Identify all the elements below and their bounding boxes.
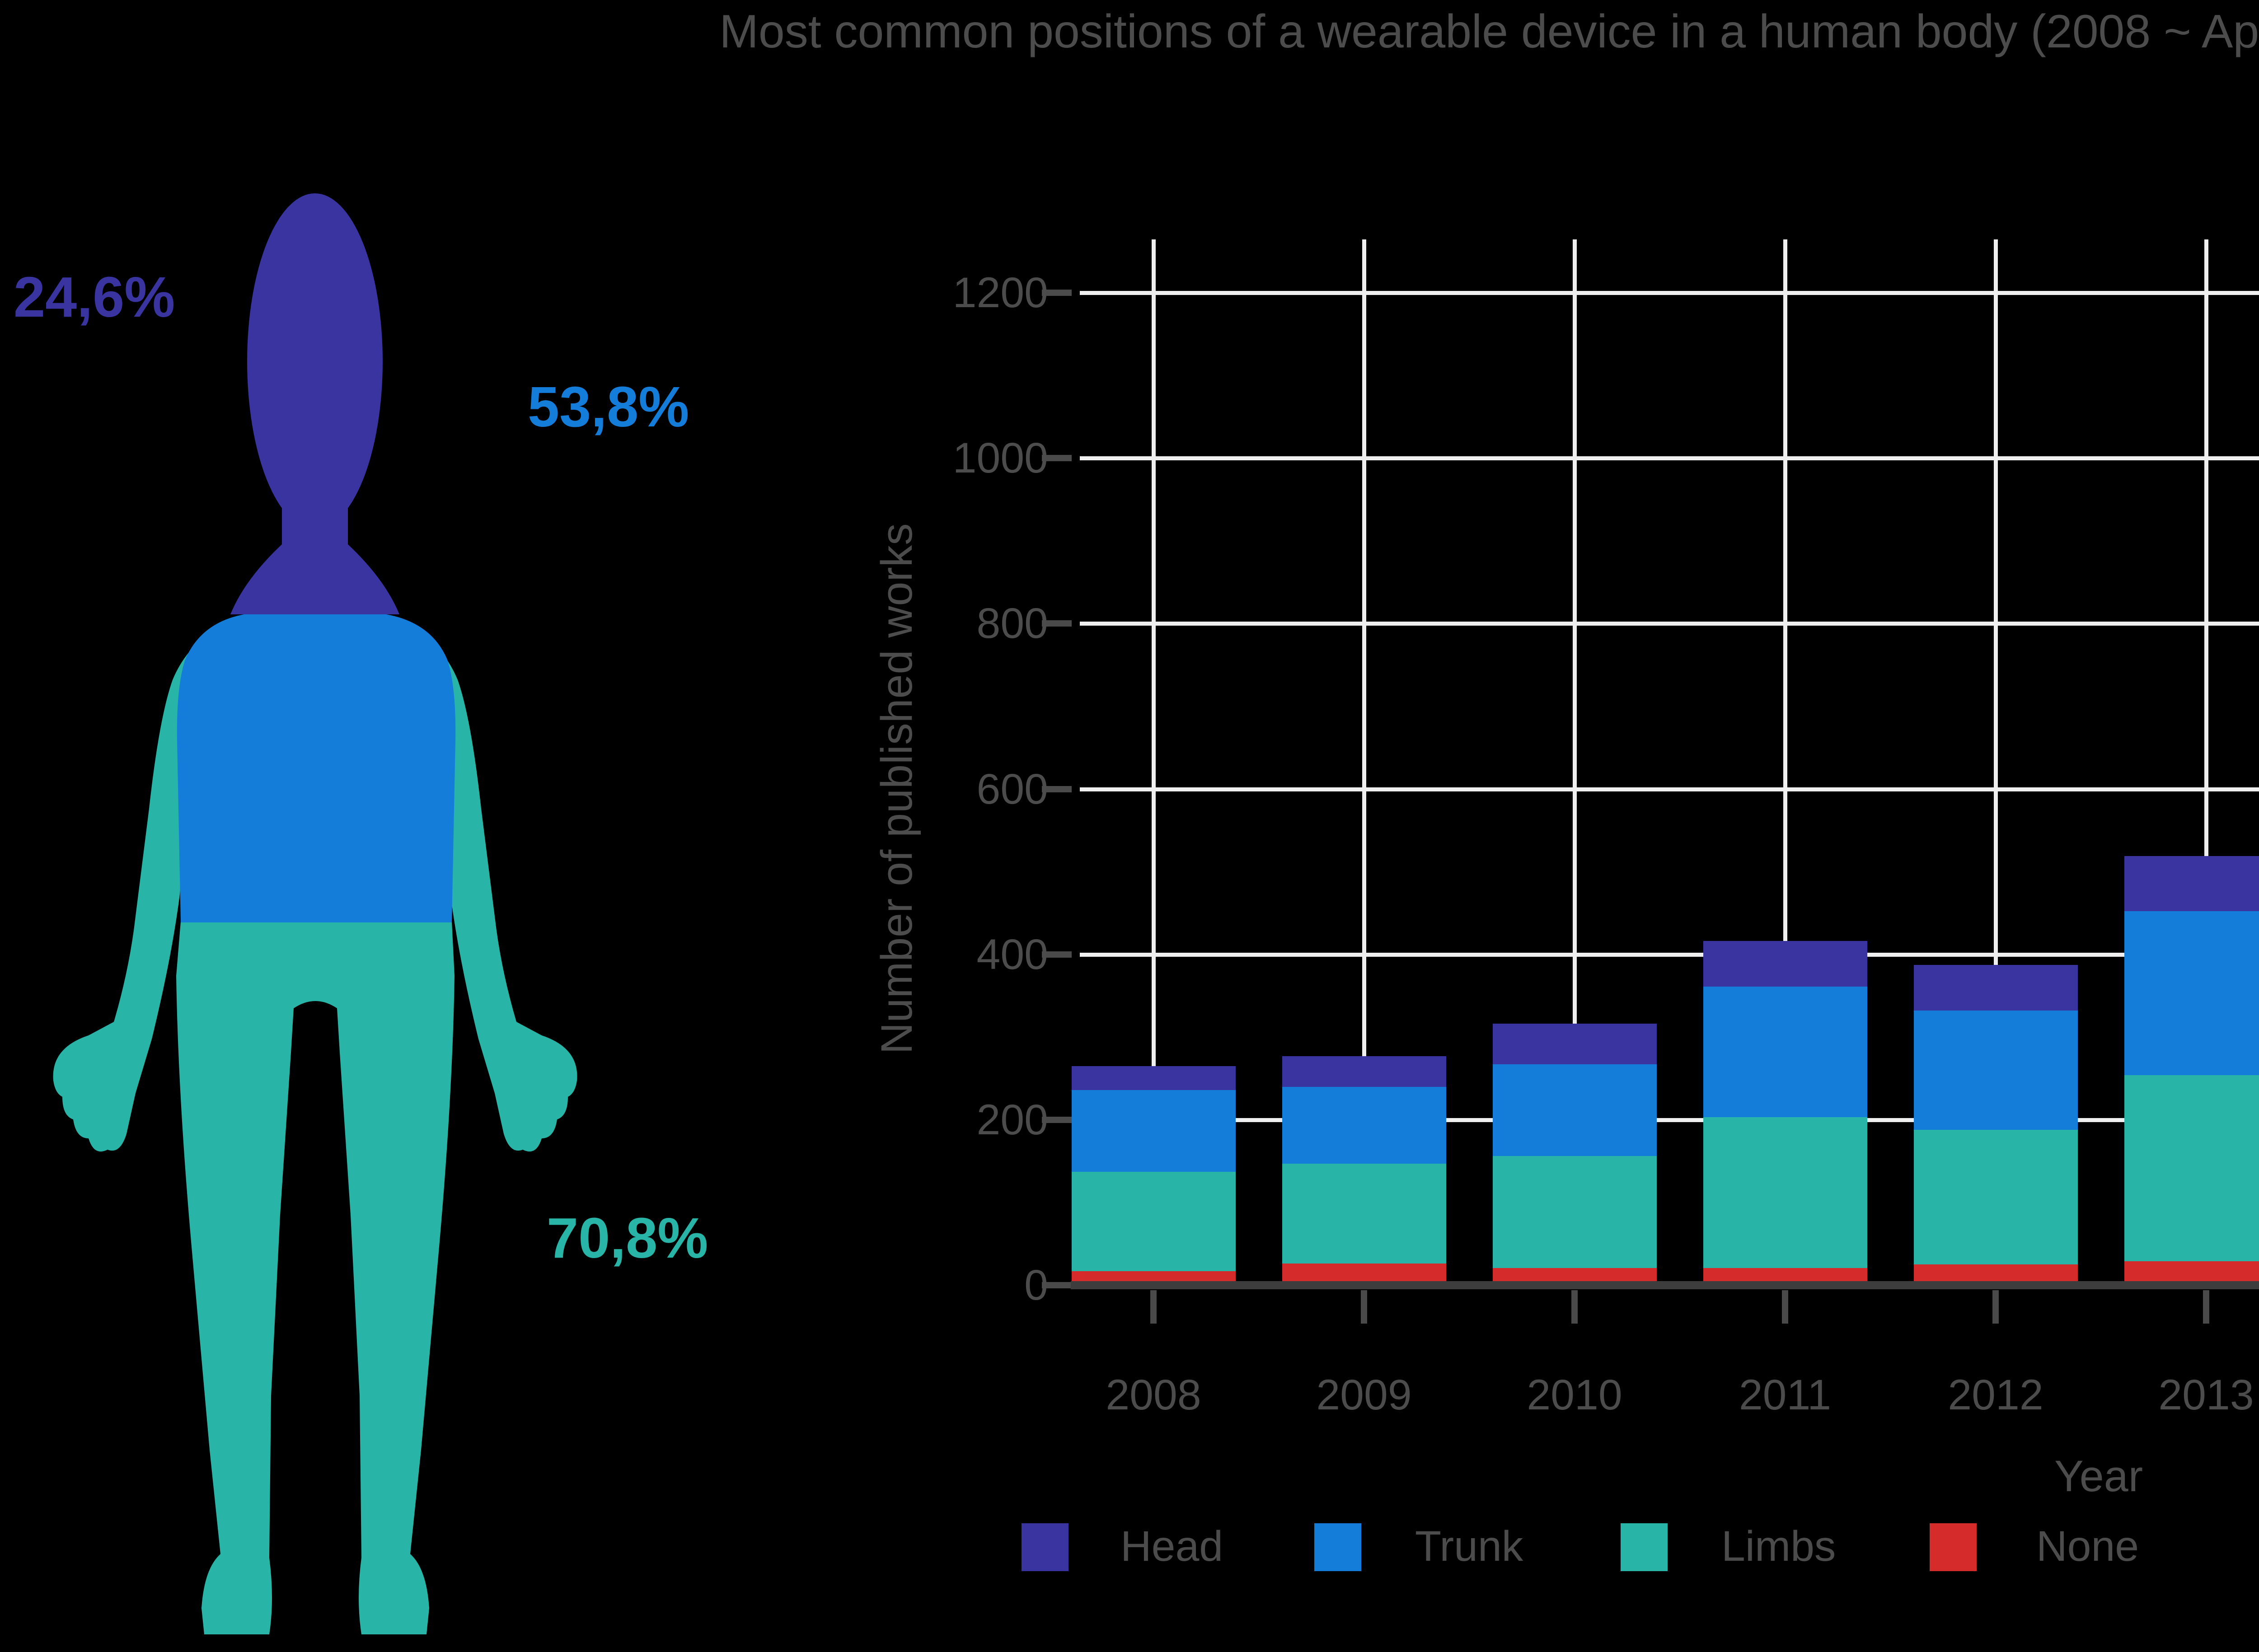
y-axis-title: Number of published works [872, 523, 921, 1054]
x-tick-label: 2008 [1106, 1371, 1201, 1419]
bar-segment-trunk [1703, 987, 1867, 1118]
gridline-v [1152, 239, 1156, 1285]
legend-swatch-none [1930, 1523, 1977, 1571]
legend-swatch-limbs [1621, 1523, 1668, 1571]
gridline-h [1080, 952, 2259, 957]
bar-segment-trunk [2124, 911, 2259, 1075]
gridline-h [1080, 787, 2259, 791]
y-tick-label: 0 [1024, 1261, 1048, 1309]
y-tick-mark [1042, 1116, 1072, 1123]
gridline-v [1994, 239, 1998, 1285]
y-tick-mark [1042, 951, 1072, 958]
y-tick-label: 600 [976, 765, 1048, 813]
y-tick-label: 800 [976, 599, 1048, 648]
gridline-h [1080, 291, 2259, 295]
bar-segment-trunk [1282, 1086, 1446, 1164]
head-silhouette [247, 193, 383, 529]
x-tick-mark [1150, 1290, 1157, 1324]
bar-segment-head [1913, 965, 2078, 1011]
bar-segment-limbs [1071, 1172, 1236, 1271]
legend-label: Limbs [1721, 1522, 1836, 1570]
x-tick-mark [2203, 1290, 2209, 1324]
bar-segment-head [1282, 1056, 1446, 1087]
torso-silhouette [177, 614, 456, 922]
y-tick-label: 400 [976, 930, 1048, 978]
gridline-h [1080, 1118, 2259, 1122]
y-tick-mark [1042, 786, 1072, 792]
bar-segment-trunk [1492, 1064, 1657, 1156]
legend-label: Trunk [1415, 1522, 1523, 1570]
head-pct-label: 24,6% [14, 265, 175, 329]
bar-segment-head [1703, 941, 1867, 987]
x-tick-label: 2013 [2158, 1371, 2254, 1419]
gridline-v [1783, 239, 1787, 1285]
x-tick-label: 2009 [1316, 1371, 1412, 1419]
human-body-figure [53, 193, 577, 1634]
y-tick-mark [1042, 455, 1072, 462]
bar-segment-head [2124, 856, 2259, 912]
bar-segment-limbs [1492, 1156, 1657, 1268]
gridline-h [1080, 622, 2259, 626]
bar-segment-trunk [1913, 1011, 2078, 1130]
y-tick-mark [1042, 1282, 1072, 1288]
y-tick-label: 1200 [952, 269, 1048, 317]
right-arm-silhouette [377, 615, 577, 1152]
bar-segment-limbs [1703, 1117, 1867, 1268]
legend-swatch-trunk [1314, 1523, 1361, 1571]
bar-segment-trunk [1071, 1090, 1236, 1172]
gridline-h [1080, 456, 2259, 461]
left-arm-silhouette [53, 615, 253, 1152]
limbs-pct-label: 70,8% [547, 1206, 708, 1270]
legs-silhouette [176, 922, 455, 1634]
gridline-v [1362, 239, 1366, 1285]
bar-segment-head [1492, 1024, 1657, 1065]
trunk-pct-label: 53,8% [528, 375, 689, 439]
bar-segment-limbs [1282, 1163, 1446, 1264]
x-tick-mark [1571, 1290, 1578, 1324]
x-tick-label: 2010 [1527, 1371, 1622, 1419]
gridline-v [1573, 239, 1577, 1285]
x-tick-label: 2012 [1948, 1371, 2043, 1419]
legend-label: Head [1120, 1522, 1223, 1570]
legend-swatch-head [1022, 1523, 1069, 1571]
x-tick-mark [1361, 1290, 1367, 1324]
bar-segment-head [1071, 1066, 1236, 1090]
legend-label: None [2036, 1522, 2139, 1570]
x-tick-label: 2011 [1739, 1371, 1832, 1419]
gridline-v [2204, 239, 2208, 1285]
bar-segment-limbs [2124, 1075, 2259, 1261]
x-tick-mark [1782, 1290, 1788, 1324]
bar-segment-limbs [1913, 1129, 2078, 1265]
y-tick-label: 200 [976, 1095, 1048, 1144]
y-tick-mark [1042, 290, 1072, 296]
page-title: Most common positions of a wearable devi… [719, 5, 2259, 58]
y-tick-label: 1000 [952, 434, 1048, 482]
y-tick-mark [1042, 620, 1072, 627]
x-axis-line [1071, 1281, 2259, 1289]
x-tick-mark [1992, 1290, 1999, 1324]
neck-silhouette [230, 456, 399, 614]
x-axis-title: Year [2054, 1451, 2143, 1501]
